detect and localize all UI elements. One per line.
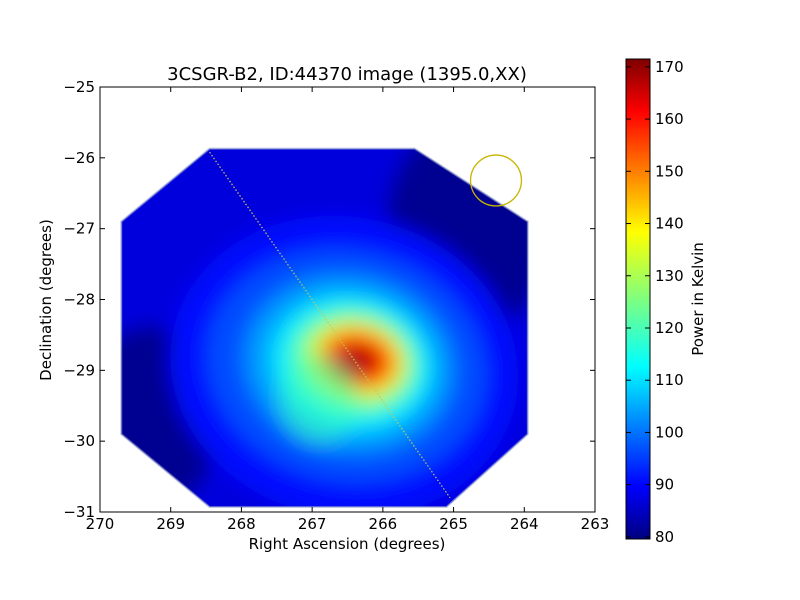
colorbar-label: Power in Kelvin bbox=[689, 242, 707, 356]
colorbar-gradient bbox=[626, 59, 650, 539]
y-tick-label: −25 bbox=[63, 78, 95, 96]
chart-title: 3CSGR-B2, ID:44370 image (1395.0,XX) bbox=[167, 64, 527, 85]
y-tick-label: −29 bbox=[63, 361, 95, 379]
colorbar-tick-label: 80 bbox=[655, 528, 674, 546]
colorbar-tick-label: 150 bbox=[655, 162, 684, 180]
plot-area: 270 269 268 267 266 265 264 263 −25 −26 −27 −28 −29… bbox=[63, 78, 610, 533]
x-tick-label: 266 bbox=[369, 515, 398, 533]
y-tick-label: −31 bbox=[63, 503, 95, 521]
heatmap-image bbox=[121, 148, 528, 508]
beam-circle bbox=[469, 154, 523, 207]
colorbar-tick-label: 110 bbox=[655, 371, 684, 389]
colorbar: 80 90 100 110 120 130 140 150 160 170 Power in Ke… bbox=[625, 58, 707, 546]
colorbar-tick-label: 160 bbox=[655, 110, 684, 128]
x-tick-label: 264 bbox=[510, 515, 539, 533]
x-tick-label: 270 bbox=[86, 515, 115, 533]
colorbar-frame bbox=[625, 58, 651, 540]
colorbar-tick-label: 120 bbox=[655, 319, 684, 337]
colorbar-ticks: 80 90 100 110 120 130 140 150 160 170 bbox=[626, 58, 684, 546]
y-axis-ticks: −25 −26 −27 −28 −29 −30 −31 bbox=[63, 78, 595, 521]
colorbar-tick-label: 100 bbox=[655, 423, 684, 441]
heatmap-contour bbox=[340, 346, 376, 373]
x-axis-label: Right Ascension (degrees) bbox=[249, 535, 446, 553]
x-tick-label: 263 bbox=[581, 515, 610, 533]
x-tick-label: 267 bbox=[298, 515, 327, 533]
y-tick-label: −28 bbox=[63, 291, 95, 309]
colorbar-tick-label: 170 bbox=[655, 58, 684, 76]
y-tick-label: −27 bbox=[63, 220, 95, 238]
colorbar-tick-label: 90 bbox=[655, 476, 674, 494]
x-tick-label: 265 bbox=[439, 515, 468, 533]
colorbar-tick-label: 140 bbox=[655, 215, 684, 233]
colorbar-tick-label: 130 bbox=[655, 267, 684, 285]
heatmap-component bbox=[279, 353, 360, 444]
x-axis-ticks: 270 269 268 267 266 265 264 263 bbox=[86, 87, 610, 533]
dotted-line bbox=[209, 151, 451, 499]
y-tick-label: −26 bbox=[63, 149, 95, 167]
x-tick-label: 268 bbox=[227, 515, 256, 533]
y-tick-label: −30 bbox=[63, 432, 95, 450]
data-region-edge bbox=[120, 147, 529, 509]
x-tick-label: 269 bbox=[156, 515, 185, 533]
y-axis-label: Declination (degrees) bbox=[37, 219, 55, 381]
